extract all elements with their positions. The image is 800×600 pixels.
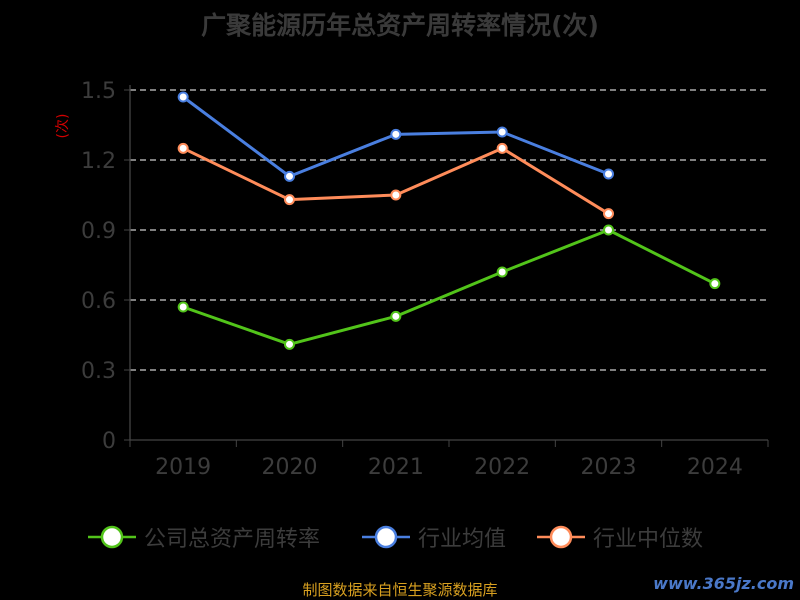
- y-tick-label: 1.2: [81, 149, 116, 174]
- data-point[interactable]: [390, 310, 402, 322]
- x-tick-label: 2023: [581, 455, 637, 480]
- data-point[interactable]: [496, 266, 508, 278]
- legend-marker-industry-average: [362, 525, 410, 549]
- source-note: 制图数据来自恒生聚源数据库: [302, 581, 498, 599]
- y-axis-label: (次): [55, 114, 71, 139]
- y-tick-label: 0: [102, 429, 116, 454]
- data-point[interactable]: [709, 278, 721, 290]
- x-tick-label: 2024: [687, 455, 743, 480]
- y-tick-label: 0.6: [81, 289, 116, 314]
- legend-label-company: 公司总资产周转率: [144, 527, 321, 552]
- x-tick-label: 2021: [368, 455, 424, 480]
- y-tick-label: 0.9: [81, 219, 116, 244]
- legend-item-industry-average[interactable]: 行业均值: [362, 520, 506, 554]
- legend-item-industry-median[interactable]: 行业中位数: [537, 520, 703, 554]
- data-point[interactable]: [177, 91, 189, 103]
- data-point[interactable]: [390, 128, 402, 140]
- chart-title: 广聚能源历年总资产周转率情况(次): [201, 11, 599, 40]
- series-lines: [177, 91, 721, 350]
- data-point[interactable]: [284, 170, 295, 182]
- series-line-2: [182, 146, 610, 215]
- legend-label-industry-average: 行业均值: [418, 527, 507, 552]
- legend-label-industry-median: 行业中位数: [593, 527, 704, 552]
- data-point[interactable]: [496, 126, 508, 138]
- x-tick-label: 2020: [262, 455, 318, 480]
- x-tick-label: 2022: [474, 455, 530, 480]
- watermark: www.365jz.com: [653, 574, 794, 593]
- legend-marker-industry-median: [537, 525, 585, 549]
- legend-marker-company: [88, 525, 136, 549]
- data-point[interactable]: [284, 338, 295, 350]
- data-point[interactable]: [603, 224, 614, 236]
- y-tick-label: 0.3: [81, 359, 116, 384]
- legend-item-company[interactable]: 公司总资产周转率: [88, 520, 320, 554]
- data-point[interactable]: [177, 142, 189, 154]
- series-line-0: [182, 228, 716, 346]
- grid-lines: [130, 89, 768, 371]
- data-point[interactable]: [390, 189, 402, 201]
- data-point[interactable]: [603, 208, 614, 220]
- data-point[interactable]: [496, 142, 508, 154]
- chart-legend: 公司总资产周转率 行业均值 行业中位数: [0, 520, 800, 554]
- data-point[interactable]: [284, 194, 295, 206]
- data-point[interactable]: [177, 301, 189, 313]
- y-tick-label: 1.5: [81, 79, 116, 104]
- axes: 0 0.3 0.6 0.9 1.2 1.5 2019 2020 2021 2022 2023 2024: [81, 79, 769, 480]
- x-tick-label: 2019: [155, 455, 211, 480]
- data-point[interactable]: [603, 168, 614, 180]
